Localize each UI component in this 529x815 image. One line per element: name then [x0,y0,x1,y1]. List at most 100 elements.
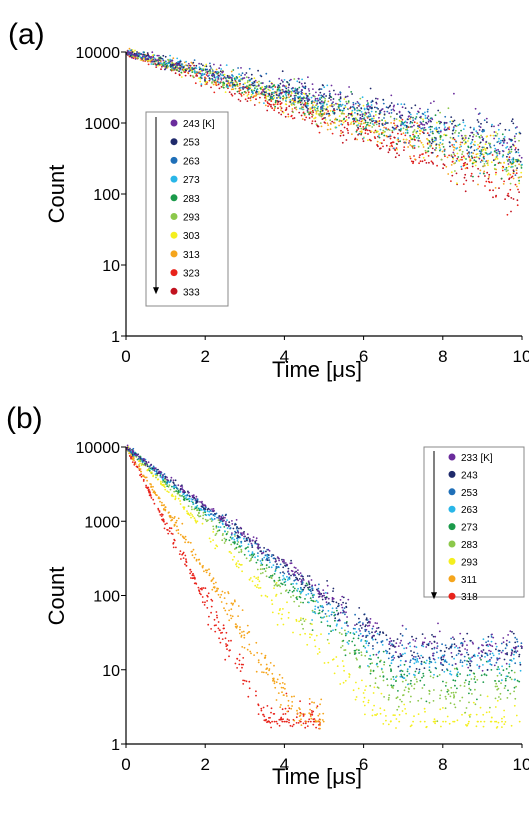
data-point [135,53,138,55]
data-point [373,124,375,127]
data-point [477,183,479,186]
data-point [414,670,417,673]
data-point [283,79,286,81]
data-point [231,81,234,84]
data-point [164,488,167,491]
data-point [373,704,375,707]
data-point [418,670,421,673]
data-point [429,640,431,643]
data-point [239,545,242,548]
data-point [184,535,187,538]
data-point [464,173,467,176]
data-point [310,717,313,720]
data-point [174,524,176,526]
data-point [215,525,218,528]
data-point [297,97,300,99]
data-point [513,135,516,138]
data-point [329,109,332,112]
data-point [282,111,285,114]
data-point [505,675,508,678]
data-point [419,160,422,163]
data-point [479,141,482,144]
data-point [311,629,314,631]
data-point [271,720,273,723]
data-point [250,96,253,98]
data-point [299,708,301,711]
data-point [469,126,472,129]
data-point [326,638,329,641]
data-point [407,110,410,113]
data-point [320,108,322,110]
data-point [427,642,430,645]
data-point [389,134,392,137]
data-point [184,541,187,544]
data-point [142,55,144,58]
data-point [355,130,358,133]
data-point [334,93,337,96]
data-point [311,115,313,118]
data-point [464,679,467,682]
data-point [174,498,177,501]
data-point [518,680,521,683]
data-point [495,156,498,159]
data-point [298,620,300,623]
data-point [422,146,425,148]
data-point [309,107,312,109]
data-point [404,134,407,137]
data-point [131,453,134,456]
data-point [311,609,314,612]
data-point [300,617,302,619]
data-point [255,98,257,101]
data-point [172,482,175,484]
panel-a-x-ticks: 0 2 4 6 8 10 [121,336,529,366]
data-point [182,551,185,554]
data-point [358,132,361,135]
data-point [506,644,508,647]
data-point [315,104,318,106]
data-point [343,622,346,624]
data-point [264,104,267,107]
data-point [516,126,518,128]
data-point [497,140,500,143]
data-point [411,654,413,657]
data-point [442,139,444,142]
data-point [248,680,251,683]
data-point [412,657,414,660]
data-point [173,63,176,66]
data-point [316,102,319,105]
data-point [511,158,513,161]
data-point [438,126,441,129]
data-point [368,138,371,141]
data-point [274,103,277,105]
data-point [312,718,315,721]
data-point [468,687,471,690]
data-point [339,96,342,99]
data-point [406,121,408,124]
data-point [433,673,435,676]
data-point [378,112,381,115]
data-point [224,637,227,640]
data-point [167,532,170,535]
data-point [298,573,300,576]
data-point [474,160,477,163]
data-point [502,150,505,153]
data-point [474,675,476,678]
data-point [387,657,390,660]
legend-entry: 333 [183,287,200,298]
data-point [293,695,295,698]
data-point [352,689,355,692]
data-point [243,679,246,682]
data-point [306,107,309,110]
data-point [428,126,430,129]
data-point [286,579,289,581]
data-point [470,669,473,672]
data-point [187,71,189,74]
data-point [334,617,337,620]
data-point [266,109,269,112]
data-point [497,128,500,131]
data-point [225,643,227,645]
data-point [453,657,455,660]
data-point [247,93,250,96]
data-point [277,692,280,694]
data-point [404,124,406,126]
